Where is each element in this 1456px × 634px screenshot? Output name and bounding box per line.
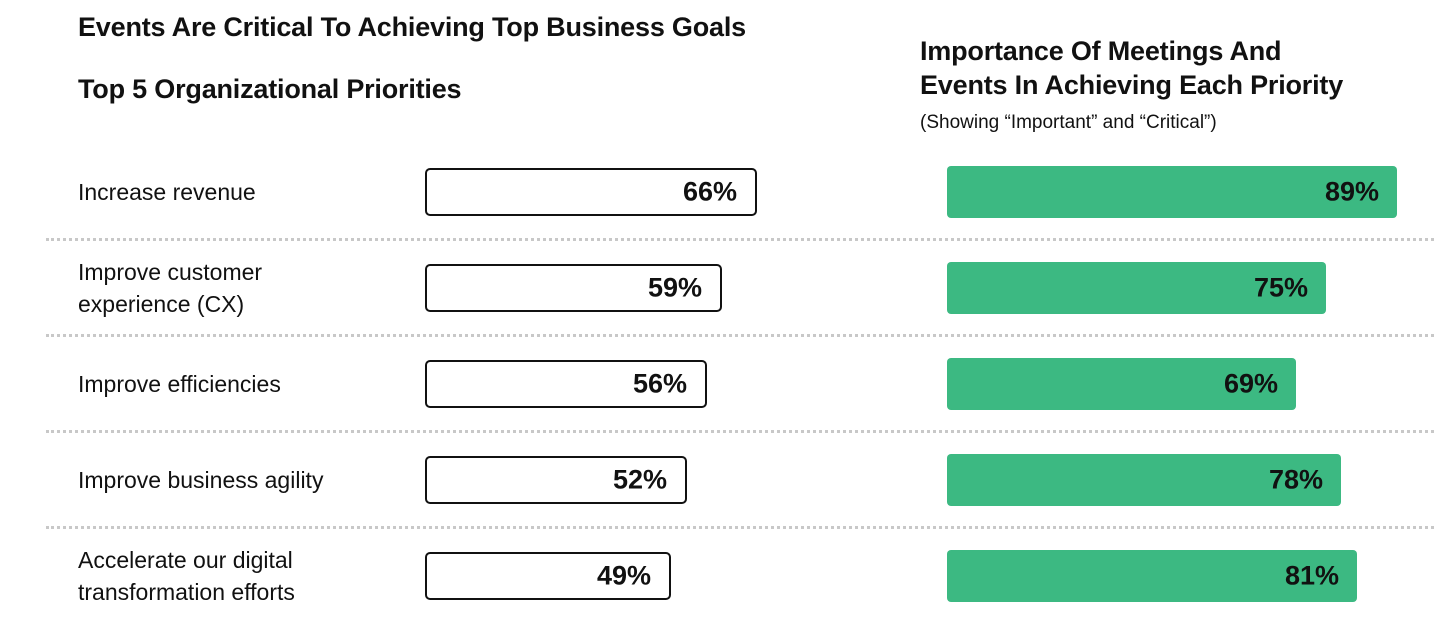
right-chart-title-line-1: Importance Of Meetings And xyxy=(920,36,1282,66)
priority-bar-value-label: 56% xyxy=(632,368,687,399)
priority-bar-value-label: 66% xyxy=(682,176,737,207)
category-label: Improve efficiencies xyxy=(78,368,398,400)
priority-bar: 56% xyxy=(425,360,707,408)
priority-bar-value-label: 49% xyxy=(596,560,651,591)
importance-bar: 89% xyxy=(947,166,1397,218)
category-label: Increase revenue xyxy=(78,176,398,208)
right-chart-title: Importance Of Meetings And Events In Ach… xyxy=(920,34,1343,102)
right-chart-subtitle: (Showing “Important” and “Critical”) xyxy=(920,112,1217,133)
row-divider xyxy=(46,526,1434,529)
category-label: Improve customer experience (CX) xyxy=(78,256,398,320)
category-label-line: transformation efforts xyxy=(78,579,295,605)
main-title: Events Are Critical To Achieving Top Bus… xyxy=(78,12,746,42)
priority-bar: 66% xyxy=(425,168,757,216)
row-divider xyxy=(46,238,1434,241)
category-label-line: Increase revenue xyxy=(78,179,256,205)
category-label-line: Improve efficiencies xyxy=(78,371,281,397)
priority-bar-value-label: 59% xyxy=(647,272,702,303)
importance-bar: 69% xyxy=(947,358,1296,410)
category-label: Improve business agility xyxy=(78,464,398,496)
importance-bar-value-label: 78% xyxy=(1268,464,1323,495)
category-label-line: Improve customer xyxy=(78,259,263,285)
importance-bar-value-label: 89% xyxy=(1324,176,1379,207)
priority-bar: 59% xyxy=(425,264,722,312)
importance-bar: 78% xyxy=(947,454,1341,506)
importance-bar-value-label: 81% xyxy=(1284,560,1339,591)
importance-bar-value-label: 75% xyxy=(1253,272,1308,303)
importance-bar: 81% xyxy=(947,550,1357,602)
category-label-line: experience (CX) xyxy=(78,291,245,317)
category-label: Accelerate our digital transformation eff… xyxy=(78,544,398,608)
left-chart-title: Top 5 Organizational Priorities xyxy=(78,74,462,104)
right-chart-title-line-2: Events In Achieving Each Priority xyxy=(920,70,1344,100)
category-label-line: Accelerate our digital xyxy=(78,547,293,573)
row-divider xyxy=(46,430,1434,433)
priority-bar: 49% xyxy=(425,552,671,600)
row-divider xyxy=(46,334,1434,337)
importance-bar: 75% xyxy=(947,262,1326,314)
category-label-line: Improve business agility xyxy=(78,467,324,493)
importance-bar-value-label: 69% xyxy=(1223,368,1278,399)
priority-bar: 52% xyxy=(425,456,687,504)
priority-bar-value-label: 52% xyxy=(612,464,667,495)
